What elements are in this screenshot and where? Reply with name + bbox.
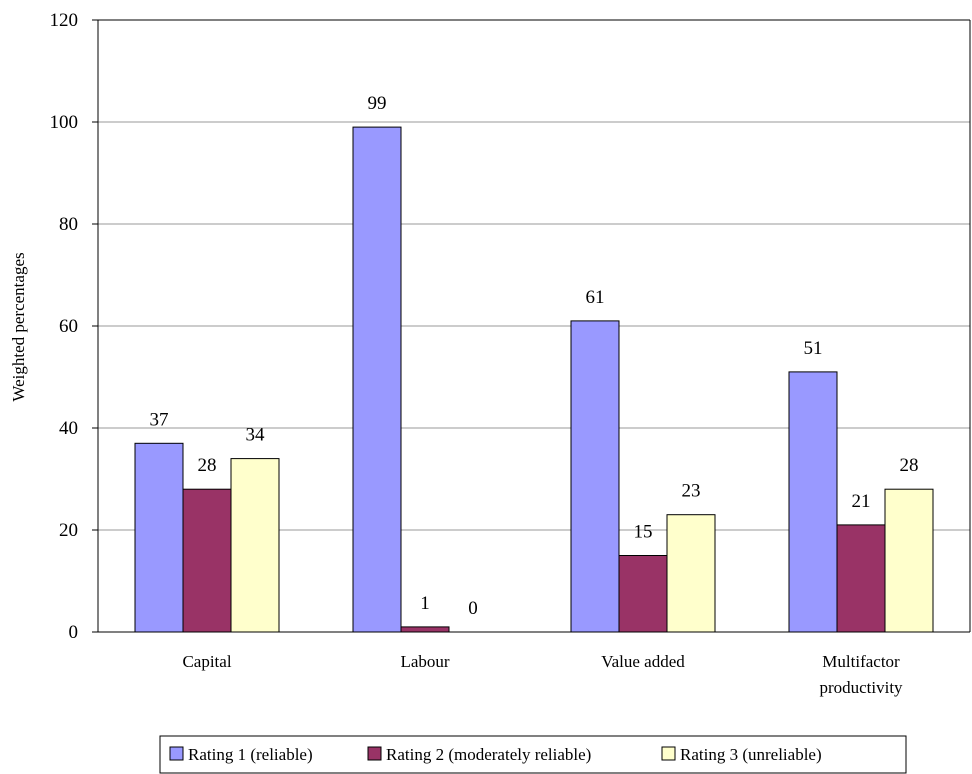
data-label: 15 [634,522,653,543]
x-category-label-line: Multifactor [822,652,900,671]
bar [352,126,402,633]
bar [134,442,184,633]
bar [666,514,716,633]
x-category-label-line: Value added [601,652,685,671]
axes-layer [92,19,971,633]
data-label: 37 [150,409,169,430]
data-label: 23 [682,481,701,502]
x-category-label: Capital [182,652,231,671]
gridlines [98,19,970,531]
y-tick-label: 60 [59,316,78,337]
data-label: 21 [852,491,871,512]
data-label: 0 [468,598,478,619]
bar [884,488,934,633]
bar [182,488,232,633]
x-category-label: Multifactor productivity [819,652,903,697]
labels-layer: 0 20 40 60 80 100 120 37 99 61 51 28 1 15 21 34 0 23 28 Cap… [50,10,919,697]
legend-label: Rating 1 (reliable) [188,745,313,764]
y-tick-label: 80 [59,214,78,235]
data-label: 51 [804,338,823,359]
bar [570,320,620,633]
x-category-label-line: productivity [819,678,903,697]
legend-swatch [367,746,382,761]
bar [836,524,886,633]
bar [618,555,668,633]
x-category-label-line: Labour [400,652,449,671]
data-label: 34 [246,425,266,446]
x-category-label-line: Capital [182,652,231,671]
legend-box [159,735,907,774]
legend-swatch [169,746,184,761]
bar [230,458,280,633]
data-label: 61 [586,287,605,308]
data-label: 28 [900,455,919,476]
y-tick-label: 20 [59,520,78,541]
y-tick-label: 120 [50,10,79,31]
x-category-label: Value added [601,652,685,671]
y-axis-title: Weighted percentages [9,252,28,401]
y-tick-label: 100 [50,112,79,133]
bar [788,371,838,633]
x-category-label: Labour [400,652,449,671]
legend: Rating 1 (reliable) Rating 2 (moderately … [159,735,907,774]
legend-swatch [661,746,676,761]
legend-label: Rating 2 (moderately reliable) [386,745,591,764]
legend-label: Rating 3 (unreliable) [680,745,822,764]
data-label: 28 [198,455,217,476]
y-tick-label: 0 [69,622,79,643]
data-label: 1 [420,593,430,614]
bar [400,626,450,633]
y-tick-label: 40 [59,418,78,439]
data-label: 99 [368,93,387,114]
bars-layer [134,126,934,633]
